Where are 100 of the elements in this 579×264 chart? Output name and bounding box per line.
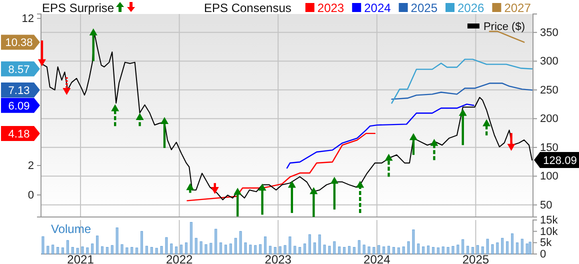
bar bbox=[506, 241, 509, 254]
bar bbox=[284, 245, 286, 254]
bar bbox=[486, 238, 489, 254]
annotation: 10.38 bbox=[5, 37, 33, 50]
bar bbox=[136, 248, 138, 254]
bar bbox=[526, 244, 528, 254]
bar bbox=[110, 245, 114, 254]
bar bbox=[155, 248, 158, 254]
annotation: 8.57 bbox=[8, 64, 30, 76]
bar bbox=[130, 247, 134, 254]
y-tick-label: 0 bbox=[540, 248, 546, 261]
bar bbox=[427, 246, 430, 254]
x-tick-label: 2021 bbox=[67, 252, 94, 264]
y2-tick-label: 150 bbox=[540, 142, 558, 154]
bar bbox=[294, 246, 296, 254]
point bbox=[384, 154, 393, 161]
bar bbox=[160, 246, 163, 254]
chart-title: Volume bbox=[51, 222, 92, 236]
point bbox=[430, 138, 438, 146]
bar bbox=[254, 245, 257, 254]
bar bbox=[304, 244, 306, 254]
bar bbox=[520, 238, 524, 254]
point bbox=[330, 176, 338, 184]
bar bbox=[278, 246, 282, 254]
bar bbox=[402, 246, 405, 254]
annotation: EPS Surprise bbox=[42, 1, 114, 15]
bar bbox=[268, 246, 272, 254]
bar bbox=[422, 246, 425, 254]
bar bbox=[204, 244, 208, 254]
y2-tick-label: 250 bbox=[540, 84, 558, 96]
point bbox=[288, 180, 296, 188]
bar bbox=[170, 244, 173, 254]
bar bbox=[200, 241, 202, 254]
bar bbox=[466, 246, 470, 254]
data-label: 128.09 bbox=[543, 155, 577, 168]
bar bbox=[417, 244, 420, 254]
bar bbox=[180, 244, 183, 254]
bar bbox=[274, 247, 276, 254]
y-tick-label: 2 bbox=[28, 160, 34, 172]
y2-tick-label: 350 bbox=[540, 26, 558, 39]
bar bbox=[140, 231, 144, 254]
bar bbox=[175, 246, 178, 254]
bar bbox=[382, 246, 386, 254]
bar bbox=[358, 240, 360, 254]
bar bbox=[491, 244, 494, 254]
y-tick-label: 10k bbox=[540, 226, 558, 238]
bar bbox=[348, 246, 350, 254]
line-series bbox=[391, 58, 533, 104]
bar bbox=[323, 244, 326, 254]
bar bbox=[239, 231, 242, 254]
bar bbox=[308, 234, 311, 254]
point bbox=[356, 180, 364, 188]
bar bbox=[86, 247, 89, 254]
legend-label: Price ($) bbox=[483, 21, 525, 33]
bar bbox=[318, 234, 321, 254]
bar bbox=[234, 238, 237, 254]
bar bbox=[442, 246, 444, 254]
bar bbox=[71, 247, 74, 254]
point bbox=[62, 88, 71, 96]
bar bbox=[407, 241, 410, 254]
annotation: 6.09 bbox=[8, 100, 30, 112]
bar bbox=[264, 236, 267, 254]
bar bbox=[298, 247, 302, 254]
point bbox=[409, 133, 418, 140]
bar bbox=[96, 236, 99, 254]
bar bbox=[214, 228, 218, 254]
y2-tick-label: 200 bbox=[540, 113, 558, 126]
bar bbox=[436, 247, 440, 254]
line-series bbox=[286, 104, 474, 169]
bar bbox=[288, 236, 292, 254]
bar bbox=[412, 230, 415, 254]
bar bbox=[362, 244, 366, 254]
bar bbox=[352, 247, 356, 254]
point bbox=[89, 28, 98, 36]
bar bbox=[244, 242, 247, 254]
bar bbox=[372, 247, 376, 254]
bar bbox=[229, 244, 232, 254]
y2-tick-label: 300 bbox=[540, 56, 558, 68]
bar bbox=[194, 238, 198, 254]
bar bbox=[378, 245, 380, 254]
bar bbox=[313, 242, 316, 254]
legend-title: EPS Consensus bbox=[204, 1, 292, 15]
bar bbox=[392, 247, 395, 254]
y2-tick-label: 100 bbox=[540, 170, 558, 183]
x-tick-label: 2024 bbox=[364, 252, 391, 264]
y2-tick-label: 50 bbox=[540, 199, 552, 212]
bar bbox=[210, 242, 212, 254]
bar bbox=[333, 241, 336, 254]
point bbox=[482, 119, 491, 126]
y-tick-label: 5k bbox=[540, 237, 552, 250]
bar bbox=[388, 246, 390, 254]
bar bbox=[116, 228, 118, 254]
point bbox=[234, 188, 242, 195]
bar bbox=[481, 246, 484, 254]
bar bbox=[446, 247, 450, 254]
bar bbox=[101, 246, 104, 254]
bar bbox=[81, 246, 84, 254]
point bbox=[458, 108, 467, 116]
legend-label: 2023 bbox=[317, 1, 344, 15]
y-tick-label: 12 bbox=[22, 12, 34, 25]
